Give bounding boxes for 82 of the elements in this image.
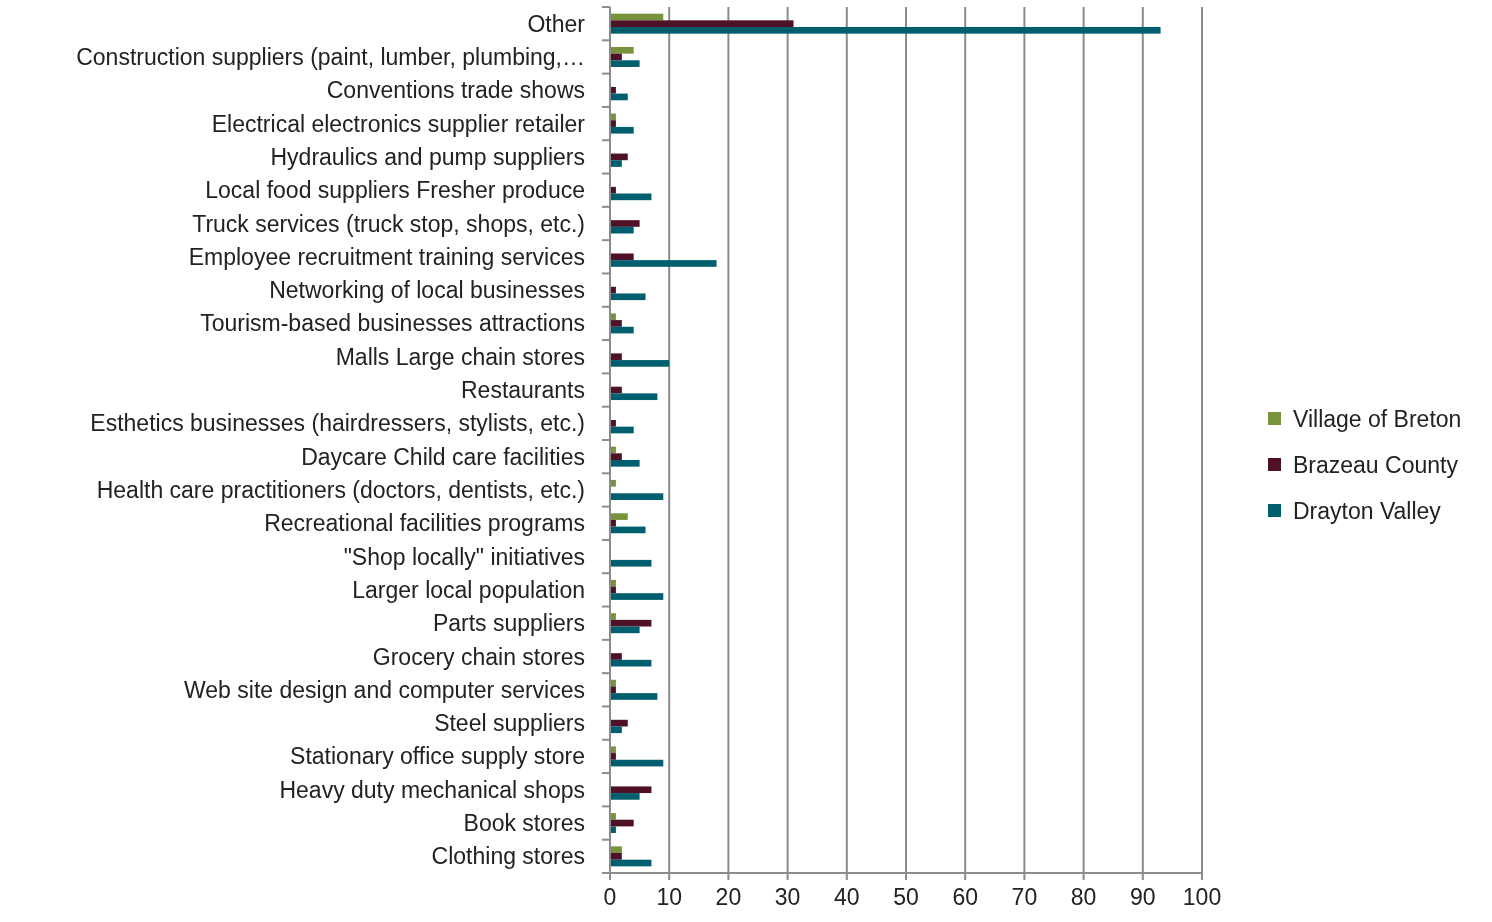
y-tick-label: Networking of local businesses bbox=[269, 277, 585, 304]
bar bbox=[610, 593, 664, 600]
bar bbox=[610, 126, 634, 134]
bar bbox=[610, 786, 652, 794]
bar bbox=[610, 813, 616, 820]
x-tick-label: 30 bbox=[774, 884, 801, 910]
bar bbox=[610, 160, 622, 167]
y-tick-label: Local food suppliers Fresher produce bbox=[205, 177, 585, 204]
y-tick-label: Esthetics businesses (hairdressers, stylists, etc.) bbox=[90, 410, 585, 437]
bar bbox=[610, 579, 616, 587]
bar bbox=[610, 393, 658, 401]
bar bbox=[610, 253, 634, 261]
bar bbox=[610, 320, 622, 327]
bar bbox=[610, 360, 670, 367]
bar bbox=[610, 686, 616, 694]
bar bbox=[610, 559, 652, 567]
bar bbox=[610, 420, 616, 427]
bar bbox=[610, 619, 652, 627]
bar bbox=[610, 746, 616, 754]
x-tick-label: 20 bbox=[715, 884, 742, 910]
bar bbox=[610, 293, 646, 301]
bar bbox=[610, 353, 622, 361]
y-tick-label: Health care practitioners (doctors, dentists, etc.) bbox=[96, 476, 585, 503]
bar bbox=[610, 826, 616, 834]
bar bbox=[610, 60, 640, 67]
bar bbox=[610, 313, 616, 321]
y-tick-label: Other bbox=[527, 10, 586, 37]
y-tick-label: Stationary office supply store bbox=[290, 743, 585, 770]
bar bbox=[610, 120, 616, 127]
bar bbox=[610, 220, 640, 227]
y-tick-label: Malls Large chain stores bbox=[335, 343, 585, 370]
bar bbox=[610, 693, 658, 700]
bar bbox=[610, 493, 664, 500]
y-tick-label: Restaurants bbox=[460, 377, 585, 404]
bar bbox=[610, 846, 622, 854]
y-tick-label: Book stores bbox=[463, 810, 585, 837]
y-tick-label: Heavy duty mechanical shops bbox=[279, 776, 585, 803]
bar bbox=[610, 793, 640, 800]
y-tick-label: Employee recruitment training services bbox=[188, 243, 585, 270]
y-tick-label: Construction suppliers (paint, lumber, plumbing,… bbox=[76, 43, 585, 70]
y-tick-label: Clothing stores bbox=[431, 843, 585, 870]
y-tick-label: Steel suppliers bbox=[434, 710, 585, 737]
y-tick-label: Tourism-based businesses attractions bbox=[200, 310, 585, 337]
x-tick-label: 10 bbox=[656, 884, 682, 910]
bar bbox=[610, 459, 640, 467]
y-tick-label: Parts suppliers bbox=[432, 610, 585, 637]
legend-label: Village of Breton bbox=[1293, 406, 1462, 432]
x-tick-label: 70 bbox=[1011, 884, 1038, 910]
bar bbox=[610, 46, 634, 54]
x-tick-label: 40 bbox=[834, 884, 860, 910]
x-tick-label: 0 bbox=[603, 884, 617, 910]
x-tick-label: 50 bbox=[893, 884, 919, 910]
y-tick-label: Electrical electronics supplier retailer bbox=[211, 110, 586, 137]
bar bbox=[610, 479, 616, 487]
x-tick-label: 100 bbox=[1182, 884, 1222, 910]
y-tick-label: Web site design and computer services bbox=[184, 676, 585, 703]
legend-label: Drayton Valley bbox=[1293, 498, 1442, 524]
bar bbox=[610, 20, 794, 27]
bar bbox=[610, 853, 622, 860]
x-tick-label: 80 bbox=[1070, 884, 1097, 910]
bar bbox=[610, 453, 622, 460]
y-tick-label: Recreational facilities programs bbox=[264, 510, 585, 537]
bar bbox=[610, 186, 616, 194]
x-tick-label: 90 bbox=[1130, 884, 1156, 910]
x-tick-label: 60 bbox=[952, 884, 978, 910]
y-tick-label: Daycare Child care facilities bbox=[301, 443, 585, 470]
bar bbox=[610, 26, 1161, 34]
bar bbox=[610, 753, 616, 760]
bar bbox=[610, 613, 616, 620]
y-tick-label: Hydraulics and pump suppliers bbox=[270, 143, 585, 170]
bar bbox=[610, 86, 616, 94]
bar bbox=[610, 260, 717, 267]
y-tick-label: Conventions trade shows bbox=[326, 77, 585, 104]
bar bbox=[610, 726, 622, 734]
y-tick-label: "Shop locally" initiatives bbox=[343, 543, 585, 570]
bar bbox=[610, 519, 616, 527]
bar bbox=[610, 513, 628, 520]
bar bbox=[610, 653, 622, 660]
y-tick-label: Truck services (truck stop, shops, etc.) bbox=[192, 210, 585, 237]
y-tick-label: Larger local population bbox=[352, 576, 585, 603]
legend-label: Brazeau County bbox=[1293, 452, 1459, 478]
y-tick-label: Grocery chain stores bbox=[372, 643, 585, 670]
